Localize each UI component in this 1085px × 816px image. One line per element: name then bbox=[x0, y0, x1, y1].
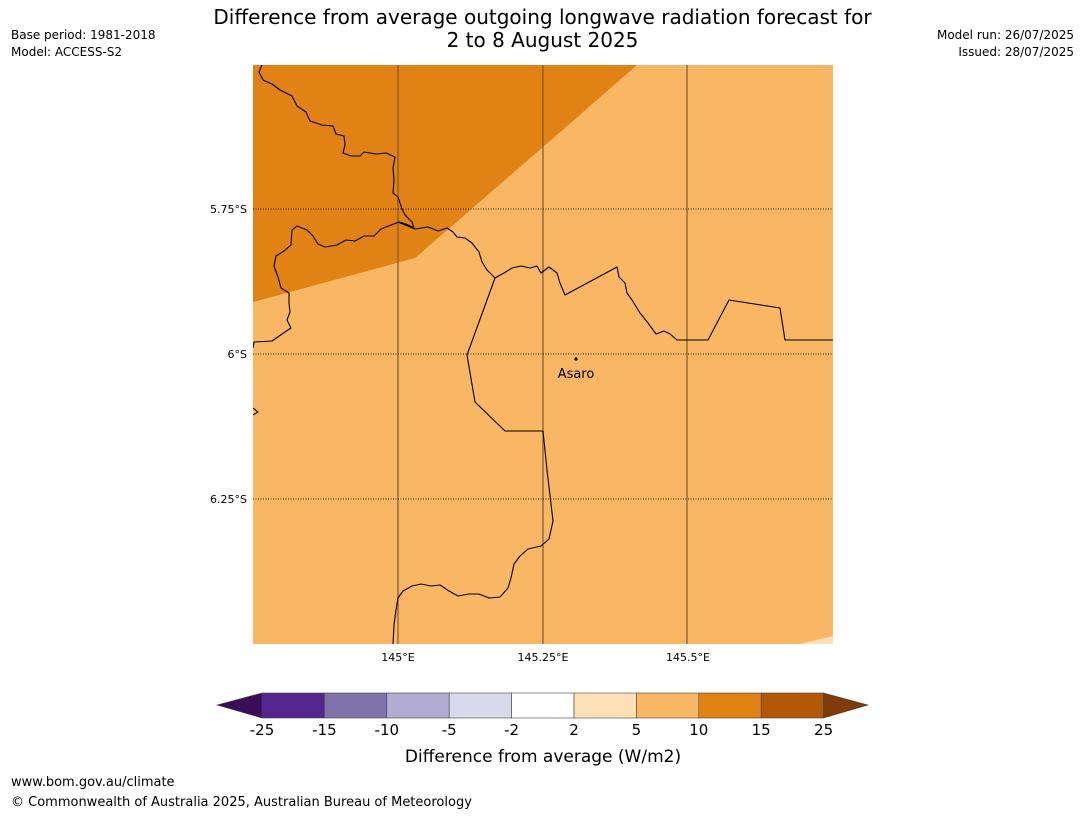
colorbar-segment bbox=[261, 692, 325, 719]
title-line-2: 2 to 8 August 2025 bbox=[446, 28, 639, 52]
colorbar-tick: 5 bbox=[632, 721, 642, 739]
lat-label-6-25s: 6.25°S bbox=[210, 493, 247, 506]
colorbar-segment bbox=[636, 692, 700, 719]
colorbar-tick: -25 bbox=[250, 721, 275, 739]
colorbar-segment bbox=[698, 692, 762, 719]
lon-label-145e: 145°E bbox=[381, 651, 414, 664]
colorbar-ticks: -25 -15 -10 -5 -2 2 5 10 15 25 bbox=[250, 721, 833, 739]
colorbar-right-extension bbox=[823, 692, 870, 719]
meta-right: Model run: 26/07/2025 Issued: 28/07/2025 bbox=[937, 27, 1074, 61]
colorbar-tick: -5 bbox=[442, 721, 457, 739]
province-boundaries bbox=[253, 65, 833, 644]
meta-left: Base period: 1981-2018 Model: ACCESS-S2 bbox=[11, 27, 156, 61]
asaro-marker bbox=[574, 357, 578, 361]
issued-date: Issued: 28/07/2025 bbox=[958, 45, 1074, 59]
colorbar-segment bbox=[386, 692, 450, 719]
anomaly-2-5-region bbox=[800, 636, 833, 644]
colorbar-segment bbox=[511, 692, 575, 719]
lat-label-6s: 6°S bbox=[228, 348, 247, 361]
colorbar-tick: 10 bbox=[689, 721, 708, 739]
colorbar bbox=[215, 692, 870, 719]
colorbar-segment bbox=[573, 692, 637, 719]
model-name: Model: ACCESS-S2 bbox=[11, 45, 123, 59]
colorbar-tick: -2 bbox=[504, 721, 519, 739]
asaro-label: Asaro bbox=[558, 367, 595, 382]
title-line-1: Difference from average outgoing longwav… bbox=[213, 5, 872, 29]
model-run: Model run: 26/07/2025 bbox=[936, 28, 1074, 42]
footer-url: www.bom.gov.au/climate bbox=[11, 775, 175, 790]
lon-label-145-5e: 145.5°E bbox=[666, 651, 710, 664]
lon-label-145-25e: 145.25°E bbox=[518, 651, 569, 664]
map-title: Difference from average outgoing longwav… bbox=[0, 6, 1085, 52]
colorbar-segment bbox=[324, 692, 388, 719]
colorbar-tick: -15 bbox=[312, 721, 337, 739]
base-period: Base period: 1981-2018 bbox=[11, 28, 156, 42]
colorbar-tick: 2 bbox=[569, 721, 579, 739]
footer-copyright: © Commonwealth of Australia 2025, Austra… bbox=[11, 795, 472, 810]
lat-label-5-75s: 5.75°S bbox=[210, 203, 247, 216]
colorbar-tick: -10 bbox=[375, 721, 400, 739]
colorbar-segment bbox=[448, 692, 512, 719]
colorbar-tick: 25 bbox=[814, 721, 833, 739]
colorbar-segment bbox=[760, 692, 824, 719]
colorbar-label: Difference from average (W/m2) bbox=[405, 747, 681, 767]
colorbar-left-extension bbox=[215, 692, 263, 719]
map-area: Asaro bbox=[253, 65, 833, 644]
anomaly-10-15-region bbox=[253, 65, 637, 302]
colorbar-tick: 15 bbox=[752, 721, 771, 739]
